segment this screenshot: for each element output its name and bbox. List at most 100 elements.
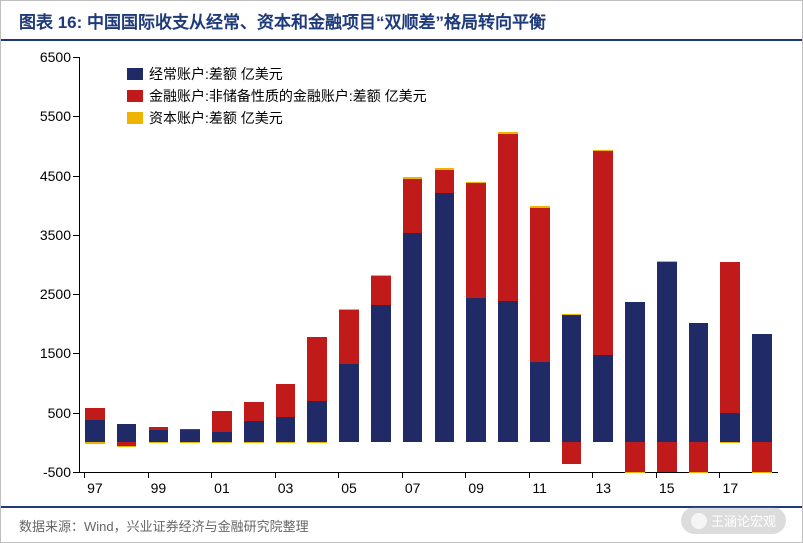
y-tick-label: -500 [23, 464, 71, 480]
x-tick [338, 472, 339, 478]
y-tick [73, 116, 79, 117]
bar-current [530, 362, 550, 443]
y-tick-label: 5500 [23, 108, 71, 124]
x-tick [275, 472, 276, 478]
x-tick-label: 09 [468, 480, 484, 496]
y-tick-label: 6500 [23, 49, 71, 65]
bar-financial [752, 442, 772, 472]
x-tick-label: 05 [341, 480, 357, 496]
legend-item: 经常账户:差额 亿美元 [127, 63, 427, 85]
bar-capital [593, 150, 613, 151]
bar-financial [339, 310, 359, 364]
bar-current [625, 302, 645, 442]
legend-swatch [127, 112, 143, 124]
x-tick [465, 472, 466, 478]
legend-item: 资本账户:差额 亿美元 [127, 107, 427, 129]
y-tick-label: 1500 [23, 345, 71, 361]
bar-current [307, 401, 327, 442]
bar-current [498, 301, 518, 442]
bar-current [562, 315, 582, 442]
bar-financial [625, 442, 645, 472]
bar-current [720, 413, 740, 442]
bar-capital [403, 177, 423, 178]
y-tick-label: 2500 [23, 286, 71, 302]
bar-financial [498, 134, 518, 301]
bar-capital [244, 442, 264, 443]
x-tick [84, 472, 85, 478]
bar-financial [85, 408, 105, 420]
legend-label: 经常账户:差额 亿美元 [149, 64, 283, 84]
x-tick-label: 17 [723, 480, 739, 496]
x-tick-label: 01 [214, 480, 230, 496]
x-tick-label: 07 [405, 480, 421, 496]
x-tick-label: 03 [278, 480, 294, 496]
legend-label: 资本账户:差额 亿美元 [149, 108, 283, 128]
chart-container: 图表 16: 中国国际收支从经常、资本和金融项目“双顺差”格局转向平衡 -500… [0, 0, 803, 543]
x-tick [211, 472, 212, 478]
legend-item: 金融账户:非储备性质的金融账户:差额 亿美元 [127, 85, 427, 107]
watermark: 王涵论宏观 [681, 507, 786, 534]
bar-capital [657, 261, 677, 262]
y-tick-label: 3500 [23, 227, 71, 243]
bar-capital [180, 442, 200, 443]
x-tick-label: 11 [532, 480, 547, 496]
bar-current [117, 424, 137, 443]
title-bar: 图表 16: 中国国际收支从经常、资本和金融项目“双顺差”格局转向平衡 [1, 1, 802, 41]
bar-financial [307, 337, 327, 401]
bar-capital [498, 132, 518, 134]
x-axis [79, 472, 778, 473]
bar-financial [562, 442, 582, 463]
bar-current [85, 420, 105, 442]
y-tick [73, 235, 79, 236]
y-tick-label: 500 [23, 405, 71, 421]
bar-financial [149, 427, 169, 430]
bar-current [149, 430, 169, 443]
bar-financial [276, 384, 296, 417]
bar-current [244, 421, 264, 442]
bar-current [339, 364, 359, 442]
y-tick [73, 472, 79, 473]
bar-capital [625, 472, 645, 473]
chart-title: 图表 16: 中国国际收支从经常、资本和金融项目“双顺差”格局转向平衡 [19, 8, 546, 33]
bar-current [276, 417, 296, 442]
bar-capital [117, 446, 137, 447]
source-text: 数据来源：Wind，兴业证券经济与金融研究院整理 [1, 516, 309, 535]
bar-capital [307, 442, 327, 443]
bar-capital [212, 442, 232, 443]
x-tick [592, 472, 593, 478]
bar-current [212, 432, 232, 442]
bar-current [657, 262, 677, 442]
bar-capital [562, 314, 582, 315]
x-tick-label: 99 [151, 480, 167, 496]
y-tick [73, 294, 79, 295]
bar-financial [689, 442, 709, 472]
y-tick [73, 353, 79, 354]
x-tick [656, 472, 657, 478]
legend: 经常账户:差额 亿美元金融账户:非储备性质的金融账户:差额 亿美元资本账户:差额… [127, 63, 427, 129]
bar-capital [720, 442, 740, 443]
bar-current [752, 334, 772, 442]
bar-current [371, 305, 391, 443]
bar-capital [371, 275, 391, 276]
x-tick [719, 472, 720, 478]
bar-capital [530, 206, 550, 208]
y-tick [73, 176, 79, 177]
x-tick [529, 472, 530, 478]
bar-financial [371, 276, 391, 305]
x-tick-label: 97 [87, 480, 103, 496]
bar-financial [435, 170, 455, 194]
bar-capital [85, 442, 105, 443]
x-tick-label: 15 [659, 480, 675, 496]
legend-swatch [127, 68, 143, 80]
bar-current [466, 298, 486, 442]
y-tick [73, 57, 79, 58]
chart-area: -500500150025003500450055006500979901030… [1, 41, 802, 506]
bar-financial [212, 411, 232, 432]
bar-current [180, 430, 200, 442]
bar-capital [339, 309, 359, 310]
bar-current [593, 355, 613, 443]
bar-financial [403, 179, 423, 234]
bar-financial [657, 442, 677, 472]
legend-label: 金融账户:非储备性质的金融账户:差额 亿美元 [149, 86, 427, 106]
bar-financial [530, 208, 550, 362]
